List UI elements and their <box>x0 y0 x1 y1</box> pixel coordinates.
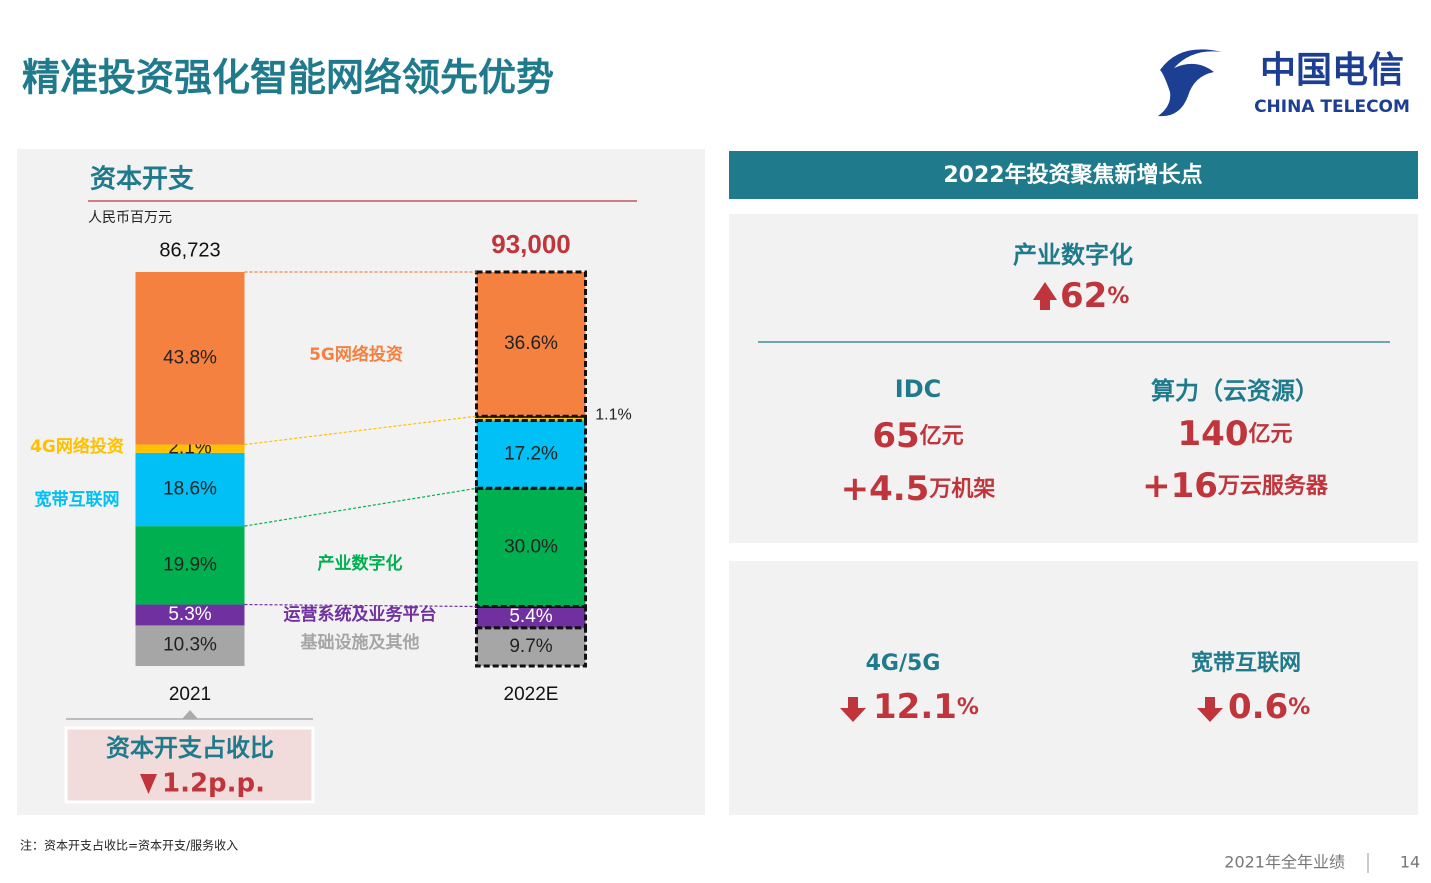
unit: % <box>957 695 979 720</box>
series-label: 运营系统及业务平台 <box>284 604 437 625</box>
callout-value: 1.2p.p. <box>162 769 265 799</box>
logo: 中国电信 CHINA TELECOM <box>1158 49 1410 117</box>
value-label: 17.2% <box>504 443 558 464</box>
item-value: +4.5万机架 <box>841 469 996 509</box>
focus-title: 2022年投资聚焦新增长点 <box>943 162 1202 188</box>
chart-subtitle: 人民币百万元 <box>88 210 172 226</box>
callout-pointer <box>182 710 198 719</box>
series-label: 基础设施及其他 <box>300 632 420 653</box>
up-arrow <box>1033 282 1057 310</box>
decline-label: 宽带互联网 <box>1191 650 1301 676</box>
focus-box <box>729 214 1418 543</box>
footer-report: 2021年全年业绩 <box>1224 853 1345 872</box>
series-label: 5G网络投资 <box>309 344 403 365</box>
unit: 亿元 <box>920 424 964 449</box>
series-label: 产业数字化 <box>318 553 403 574</box>
focus-header <box>729 151 1418 199</box>
slide-title: 精准投资强化智能网络领先优势 <box>22 56 554 100</box>
value-label: 43.8% <box>163 347 217 368</box>
value-label: 36.6% <box>504 333 558 354</box>
value-label: 9.7% <box>509 636 552 657</box>
stacked-bar-chart: 10.3%5.3%19.9%18.6%2.1%43.8%86,72320219.… <box>30 229 632 705</box>
item-value: +16万云服务器 <box>1142 466 1329 506</box>
callout-box <box>64 726 315 804</box>
bar-segment <box>135 604 245 626</box>
down-arrow <box>1197 697 1223 722</box>
footnote: 注：资本开支占收比=资本开支/服务收入 <box>20 838 238 853</box>
bar-segment <box>135 444 245 453</box>
value: 0.6 <box>1228 687 1288 727</box>
callout-title: 资本开支占收比 <box>106 734 274 762</box>
total-label: 93,000 <box>491 229 571 259</box>
connector <box>244 415 477 446</box>
logo-en: CHINA TELECOM <box>1254 97 1410 117</box>
decline-box <box>729 561 1418 815</box>
value-label: 10.3% <box>163 635 217 656</box>
bar-segment <box>135 452 245 527</box>
value-label: 18.6% <box>163 479 217 500</box>
decline-value: 12.1% <box>873 687 979 727</box>
bar-segment <box>475 270 587 418</box>
chart-title: 资本开支 <box>90 165 194 195</box>
category-label: 2021 <box>169 684 211 705</box>
decline-value: 0.6% <box>1228 687 1310 727</box>
logo-cn: 中国电信 <box>1260 50 1404 91</box>
value: +16 <box>1142 466 1218 506</box>
item-label: IDC <box>895 375 941 403</box>
unit: % <box>1288 695 1310 720</box>
value-label: 30.0% <box>504 536 558 557</box>
value: 140 <box>1178 414 1249 454</box>
down-arrow <box>140 774 157 794</box>
connector <box>244 487 477 527</box>
chart-panel <box>17 149 705 815</box>
bar-segment <box>475 486 587 609</box>
unit: % <box>1107 284 1129 309</box>
value: 12.1 <box>873 687 957 727</box>
bar-segment <box>135 625 245 666</box>
down-arrow <box>840 697 866 722</box>
decline-label: 4G/5G <box>866 651 941 676</box>
value-label: 1.1% <box>595 407 631 424</box>
connector <box>244 603 477 608</box>
value-label: 5.3% <box>168 604 211 625</box>
category-label: 2022E <box>504 684 559 705</box>
value: 62 <box>1060 276 1107 316</box>
item-value: 62% <box>1060 276 1129 316</box>
item-label: 产业数字化 <box>1013 241 1133 269</box>
value: 65 <box>872 416 919 456</box>
item-value: 140亿元 <box>1178 414 1293 454</box>
value: +4.5 <box>841 469 930 509</box>
unit: 亿元 <box>1248 422 1292 447</box>
unit: 万云服务器 <box>1217 474 1329 499</box>
bar-segment <box>135 272 245 445</box>
series-label: 4G网络投资 <box>30 436 124 457</box>
value-label: 5.4% <box>509 606 552 627</box>
page-number: 14 <box>1400 853 1420 872</box>
value-label: 19.9% <box>163 554 217 575</box>
logo-mark <box>1158 49 1222 117</box>
item-value: 65亿元 <box>872 416 963 456</box>
total-label: 86,723 <box>159 239 220 261</box>
bar-segment <box>135 526 245 605</box>
unit: 万机架 <box>928 476 995 502</box>
series-label: 宽带互联网 <box>35 489 120 510</box>
item-label: 算力（云资源） <box>1151 377 1319 405</box>
bar-segment <box>475 626 587 668</box>
